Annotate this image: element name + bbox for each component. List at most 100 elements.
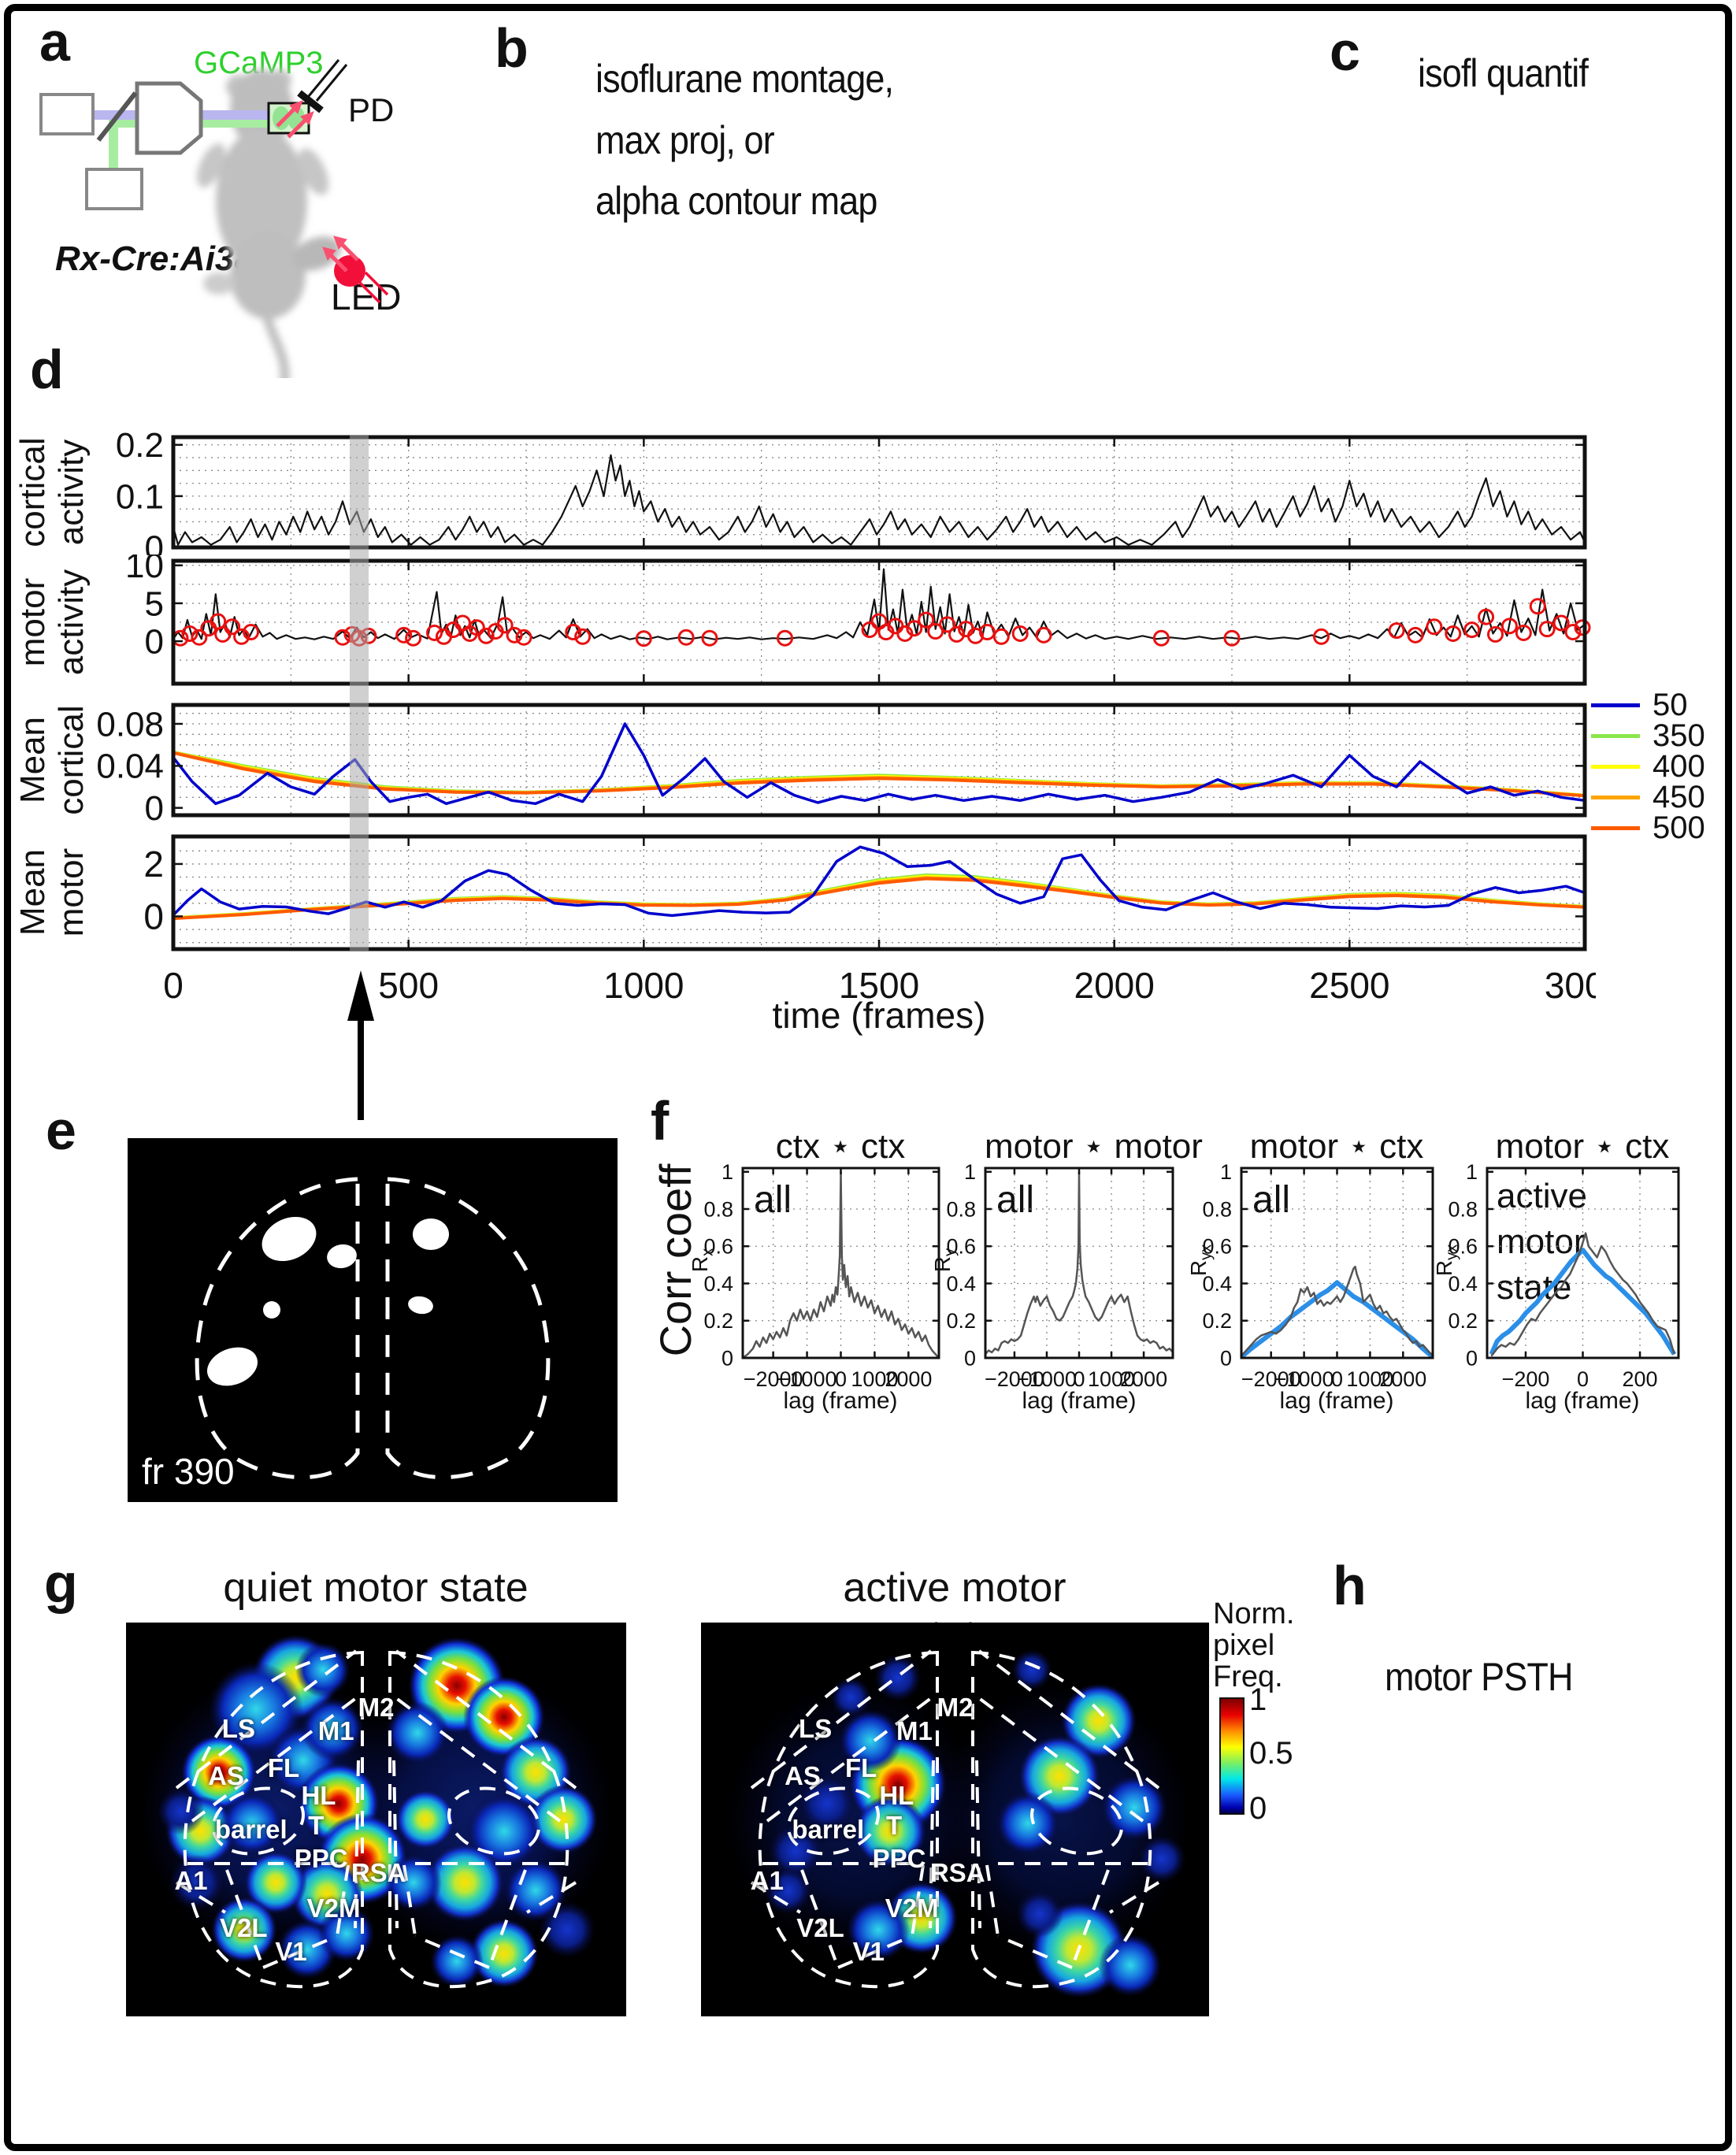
led-light-arrows	[322, 236, 359, 273]
alpha-contour-frame: fr 390	[128, 1138, 618, 1502]
svg-text:500: 500	[378, 965, 439, 1006]
region-label-M2: M2	[937, 1692, 974, 1722]
svg-text:−2000: −2000	[985, 1367, 1044, 1391]
svg-text:0.2: 0.2	[1202, 1309, 1232, 1333]
svg-text:0.8: 0.8	[703, 1197, 733, 1221]
reflected-light-arrows-pd	[276, 100, 314, 139]
region-label-PPC: PPC	[872, 1844, 926, 1873]
region-label-LS: LS	[221, 1714, 255, 1743]
svg-text:2: 2	[143, 844, 164, 885]
svg-text:−1000: −1000	[777, 1367, 837, 1391]
svg-text:0.6: 0.6	[703, 1235, 733, 1259]
annotation-all-2: all	[996, 1179, 1035, 1221]
legend-line-50	[1591, 703, 1640, 707]
legend-line-450	[1591, 796, 1640, 799]
panel-letter-d: d	[30, 339, 64, 400]
colorbar-title: Norm. pixel Freq.	[1213, 1597, 1295, 1693]
svg-text:1: 1	[1466, 1162, 1478, 1184]
colorbar-title-line1: Norm.	[1213, 1597, 1295, 1630]
colorbar-tick-05: 0.5	[1249, 1736, 1293, 1771]
svg-text:0: 0	[1331, 1367, 1343, 1391]
active-pixel-blobs	[207, 1216, 449, 1386]
left-hemisphere-outline	[195, 1177, 360, 1480]
emission-beam-vertical	[109, 120, 118, 169]
figure-border	[4, 4, 1732, 2151]
region-label-A1: A1	[750, 1865, 784, 1895]
svg-text:0: 0	[145, 622, 164, 661]
quiet-motor-state-title: quiet motor state	[223, 1565, 529, 1611]
panel-c-text: isofl quantif	[1418, 51, 1589, 95]
xlabel-time-frames: time (frames)	[772, 995, 986, 1036]
region-label-FL: FL	[845, 1753, 877, 1782]
annotation-active: active	[1497, 1177, 1587, 1215]
frame-390-arrowhead	[347, 970, 374, 1021]
region-label-RSA: RSA	[351, 1857, 406, 1887]
colorbar-title-line2: pixel	[1213, 1628, 1275, 1662]
svg-text:2000: 2000	[885, 1367, 932, 1391]
svg-text:10: 10	[125, 555, 164, 585]
svg-text:0: 0	[1073, 1367, 1085, 1391]
region-label-barrel: barrel	[214, 1814, 287, 1844]
svg-text:0.2: 0.2	[703, 1309, 733, 1333]
frame-390-arrow-shaft	[358, 1019, 364, 1120]
svg-text:0: 0	[1220, 1346, 1232, 1370]
svg-text:0: 0	[835, 1367, 847, 1391]
svg-text:0.04: 0.04	[96, 747, 164, 786]
svg-text:0: 0	[721, 1346, 733, 1370]
legend-line-350	[1591, 734, 1640, 738]
region-label-M1: M1	[896, 1715, 933, 1745]
ccd-camera-box	[85, 168, 143, 210]
region-label-T: T	[886, 1810, 903, 1840]
colorbar-tick-1: 1	[1249, 1682, 1267, 1717]
region-label-FL: FL	[267, 1753, 300, 1782]
ylabel-mean-motor: Mean motor	[13, 766, 100, 1018]
svg-text:1500: 1500	[839, 965, 919, 1006]
panel-letter-g: g	[44, 1552, 78, 1614]
svg-text:1000: 1000	[1346, 1367, 1393, 1391]
svg-text:0.08: 0.08	[96, 705, 164, 744]
svg-text:0: 0	[964, 1346, 976, 1370]
chart-mean-cortical: 00.040.08	[96, 703, 1587, 823]
svg-text:−2000: −2000	[1241, 1367, 1301, 1391]
annotation-active-motor-state: active motor state	[1497, 1174, 1587, 1311]
svg-text:0.2: 0.2	[946, 1309, 976, 1333]
colorbar-tick-0: 0	[1249, 1791, 1267, 1826]
chart-motor-ctx-active: −200 0 200 0 0.2 0.4 0.6 0.8 1	[1448, 1162, 1680, 1391]
svg-text:0.4: 0.4	[703, 1272, 733, 1296]
legend-label-50: 50	[1653, 688, 1688, 722]
svg-text:0.4: 0.4	[1202, 1272, 1232, 1296]
svg-text:1: 1	[721, 1162, 733, 1184]
active-heat-blobs	[725, 1649, 1193, 1998]
region-label-T: T	[308, 1810, 325, 1840]
svg-text:0.8: 0.8	[946, 1197, 976, 1221]
panel-letter-b: b	[495, 17, 529, 79]
svg-text:1: 1	[1220, 1162, 1232, 1184]
region-label-A1: A1	[174, 1865, 208, 1895]
legend-entry-350: 350	[1591, 718, 1705, 753]
annotation-motor: motor	[1497, 1222, 1586, 1262]
svg-text:1000: 1000	[603, 965, 684, 1006]
frame-390-band	[350, 435, 369, 951]
svg-text:2500: 2500	[1309, 965, 1389, 1006]
title-motor-ctx-all: motor ⋆ ctx	[1249, 1127, 1424, 1166]
legend-entry-500: 500	[1591, 810, 1705, 845]
panel-letter-h: h	[1333, 1555, 1367, 1616]
pd-label: PD	[348, 91, 395, 128]
lag-frame-label-3: lag (frame)	[1279, 1388, 1394, 1414]
ylabel-motor2: motor	[52, 848, 91, 937]
legend-entry-400: 400	[1591, 749, 1705, 784]
legend-entry-50: 50	[1591, 688, 1705, 722]
panel-letter-e: e	[46, 1100, 76, 1161]
mercury-lamp-box	[39, 93, 95, 135]
svg-text:0.8: 0.8	[1448, 1197, 1478, 1221]
svg-text:−1000: −1000	[1017, 1367, 1077, 1391]
svg-text:0.4: 0.4	[946, 1272, 976, 1296]
imaging-setup-schematic	[39, 59, 389, 378]
panel-letter-c: c	[1330, 20, 1360, 82]
panel-b-line1: isoflurane montage,	[595, 57, 894, 101]
title-motor-motor: motor ⋆ motor	[985, 1127, 1203, 1166]
